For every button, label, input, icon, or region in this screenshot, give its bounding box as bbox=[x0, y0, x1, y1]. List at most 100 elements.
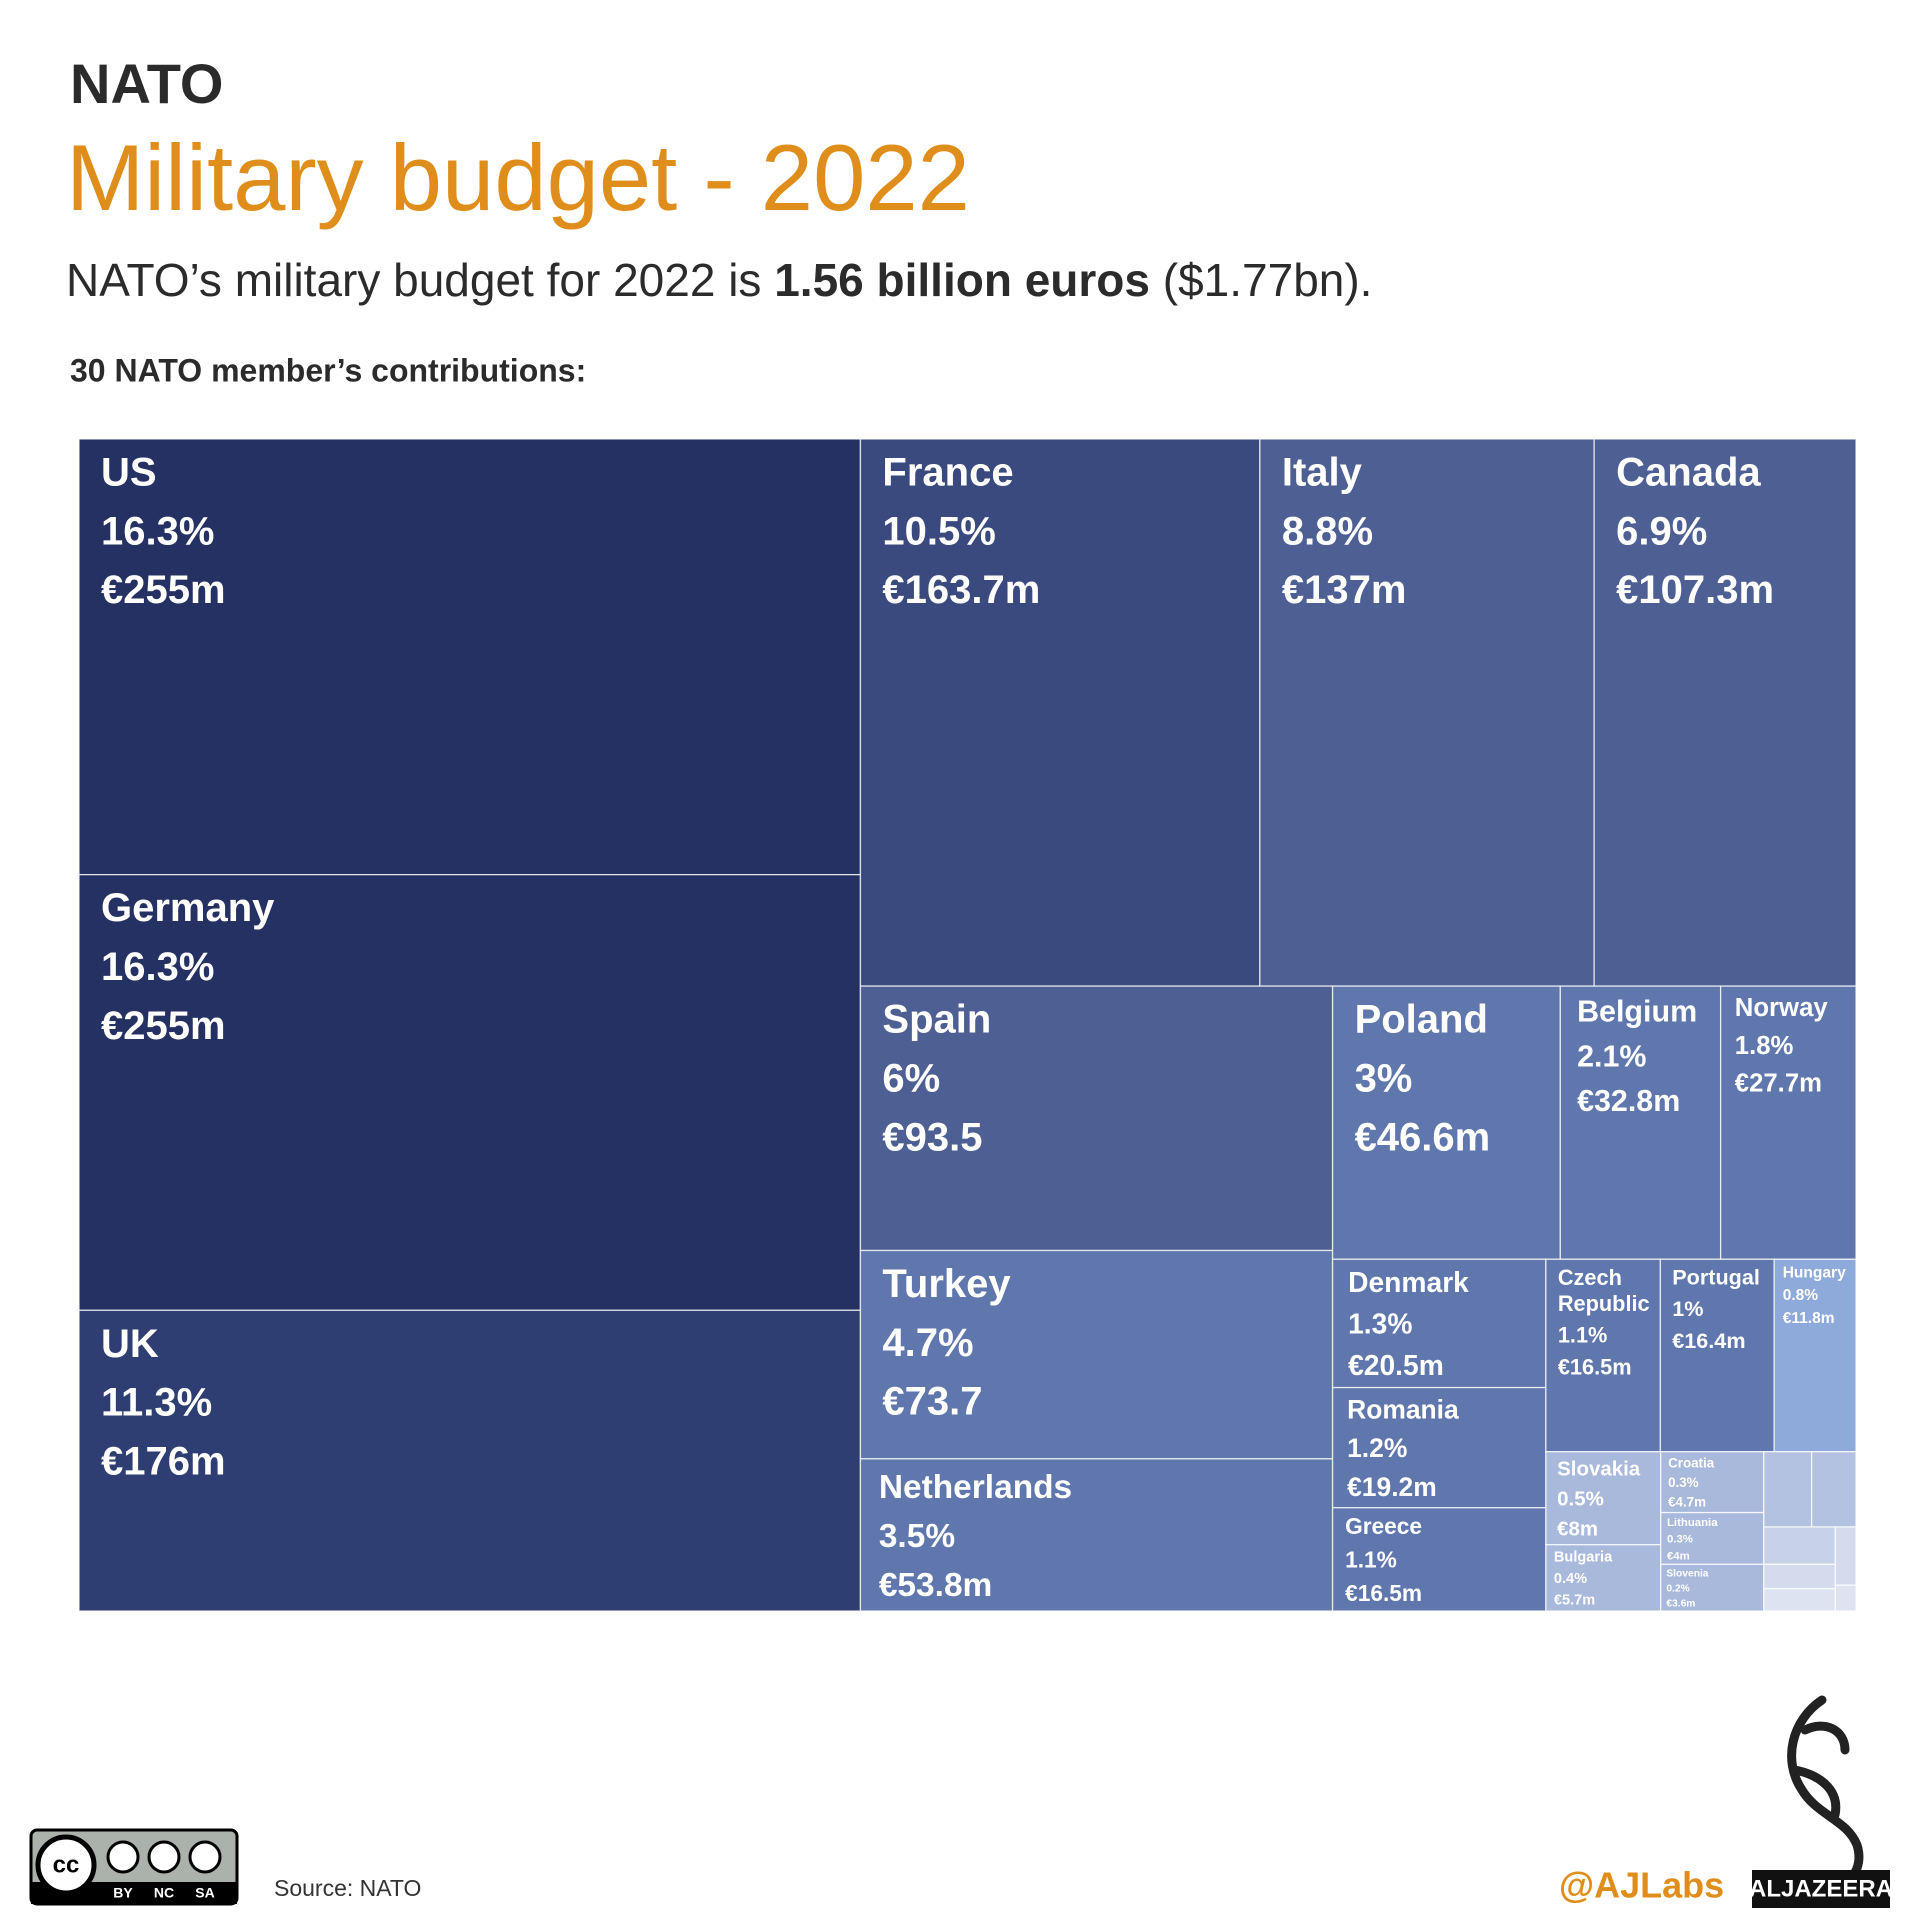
cell-name: Greece bbox=[1345, 1513, 1422, 1539]
treemap-cell bbox=[1763, 1526, 1836, 1565]
cell-value: €46.6m bbox=[1355, 1115, 1491, 1159]
kicker: NATO bbox=[70, 52, 223, 115]
treemap-cell bbox=[1331, 1258, 1547, 1389]
license-term: BY bbox=[113, 1885, 133, 1901]
license-term: SA bbox=[195, 1885, 214, 1901]
treemap-cell bbox=[859, 1458, 1334, 1612]
brand-logo: ALJAZEERA bbox=[1749, 1695, 1893, 1908]
cell-name: Germany bbox=[101, 886, 275, 930]
treemap-cell bbox=[1593, 438, 1857, 987]
subtitle: NATO’s military budget for 2022 is 1.56 … bbox=[66, 254, 1372, 306]
cell-share: 1.1% bbox=[1345, 1547, 1397, 1573]
cell-share: 1.2% bbox=[1347, 1433, 1407, 1463]
treemap-cell bbox=[78, 438, 862, 876]
cell-share: 2.1% bbox=[1577, 1039, 1646, 1073]
cell-value: €5.7m bbox=[1554, 1593, 1595, 1609]
cell-value: €4m bbox=[1667, 1550, 1690, 1562]
cell-share: 1.8% bbox=[1735, 1032, 1794, 1060]
cell-share: 6.9% bbox=[1616, 509, 1707, 553]
cell-name: Portugal bbox=[1672, 1264, 1760, 1289]
license-badge: cc BY NC SA bbox=[29, 1828, 239, 1906]
cell-share: 3.5% bbox=[879, 1518, 955, 1555]
cell-name: Belgium bbox=[1577, 995, 1697, 1029]
cell-value: €73.7 bbox=[882, 1380, 982, 1424]
cell-share: 11.3% bbox=[101, 1381, 212, 1425]
cell-value: €137m bbox=[1282, 568, 1407, 612]
treemap-cell bbox=[78, 874, 862, 1311]
treemap-cell bbox=[1545, 1258, 1662, 1453]
cell-name: Italy bbox=[1282, 451, 1363, 495]
section-label: 30 NATO member’s contributions: bbox=[70, 352, 586, 388]
cell-value: €27.7m bbox=[1735, 1070, 1822, 1098]
license-term: NC bbox=[154, 1885, 174, 1901]
cell-name: Romania bbox=[1347, 1394, 1459, 1424]
cc-icon bbox=[35, 1834, 97, 1896]
cell-share: 6% bbox=[882, 1056, 940, 1100]
treemap-cell bbox=[1545, 1544, 1662, 1612]
cell-name: Canada bbox=[1616, 451, 1761, 495]
cell-share: 1% bbox=[1672, 1296, 1703, 1321]
cell-name: Croatia bbox=[1668, 1455, 1715, 1470]
cell-value: €16.5m bbox=[1345, 1580, 1422, 1606]
cell-name: Slovenia bbox=[1666, 1568, 1708, 1579]
treemap-cell bbox=[78, 1309, 862, 1612]
cell-name: Bulgaria bbox=[1554, 1550, 1613, 1566]
cell-value: €107.3m bbox=[1616, 568, 1774, 612]
cell-share: 0.3% bbox=[1668, 1475, 1699, 1490]
treemap-cell bbox=[1763, 1563, 1836, 1590]
treemap-cell bbox=[859, 438, 1261, 987]
cell-share: 16.3% bbox=[101, 509, 214, 553]
chart-title: Military budget - 2022 bbox=[66, 125, 970, 230]
cell-name: Netherlands bbox=[879, 1469, 1072, 1506]
brand-box bbox=[1752, 1870, 1890, 1908]
cell-name: Denmark bbox=[1348, 1266, 1469, 1298]
cell-value: €176m bbox=[101, 1439, 226, 1483]
cell-share: 1.1% bbox=[1558, 1323, 1608, 1348]
treemap-cell bbox=[1763, 1451, 1813, 1528]
cell-name: Poland bbox=[1355, 998, 1488, 1042]
cell-value: €163.7m bbox=[882, 568, 1040, 612]
treemap-cell bbox=[1659, 1258, 1775, 1453]
cell-share: 1.3% bbox=[1348, 1308, 1412, 1340]
source: Source: NATO bbox=[274, 1875, 421, 1901]
cell-value: €4.7m bbox=[1668, 1495, 1706, 1510]
cell-name: Norway bbox=[1735, 994, 1829, 1022]
cell-value: €16.5m bbox=[1558, 1355, 1632, 1380]
treemap-cell bbox=[1763, 1587, 1836, 1612]
subtitle-highlight: 1.56 billion euros bbox=[774, 254, 1150, 306]
cell-value: €255m bbox=[101, 568, 226, 612]
cell-value: €93.5 bbox=[882, 1115, 982, 1159]
treemap: US 16.3% €255m Germany 16.3% €255m UK 11.3% €176… bbox=[78, 438, 1857, 1612]
treemap-cell bbox=[1811, 1451, 1857, 1528]
logo-mark bbox=[1787, 1695, 1864, 1891]
cell-value: €53.8m bbox=[879, 1567, 992, 1604]
cell-share: 0.5% bbox=[1557, 1488, 1604, 1511]
cell-share: 0.4% bbox=[1554, 1571, 1587, 1587]
treemap-cell bbox=[1834, 1584, 1857, 1612]
by-icon bbox=[106, 1840, 140, 1874]
treemap-cell bbox=[1773, 1258, 1857, 1453]
treemap-cell bbox=[859, 985, 1334, 1252]
cell-share: 8.8% bbox=[1282, 509, 1373, 553]
cell-share: 16.3% bbox=[101, 945, 214, 989]
sa-icon bbox=[188, 1840, 222, 1874]
cell-name: UK bbox=[101, 1322, 159, 1366]
cell-share: 0.2% bbox=[1666, 1583, 1689, 1594]
cell-name: Hungary bbox=[1783, 1264, 1846, 1281]
treemap-cell bbox=[859, 1249, 1334, 1460]
cell-share: 0.8% bbox=[1783, 1287, 1819, 1304]
cell-share: 10.5% bbox=[882, 509, 995, 553]
treemap-cell bbox=[1259, 438, 1595, 987]
treemap-cell bbox=[1331, 985, 1561, 1260]
cell-name: Lithuania bbox=[1667, 1517, 1718, 1529]
subtitle-part: ($1.77bn). bbox=[1150, 254, 1372, 306]
brand-text: ALJAZEERA bbox=[1749, 1875, 1893, 1902]
cell-value: €19.2m bbox=[1347, 1472, 1437, 1502]
cell-value: €20.5m bbox=[1348, 1349, 1444, 1381]
cell-name-line: Republic bbox=[1558, 1291, 1650, 1316]
treemap-cell bbox=[1331, 1507, 1547, 1612]
cell-name: Czech Republic bbox=[1558, 1265, 1650, 1316]
cell-value: €11.8m bbox=[1783, 1310, 1835, 1327]
treemap-cell bbox=[1660, 1451, 1765, 1514]
